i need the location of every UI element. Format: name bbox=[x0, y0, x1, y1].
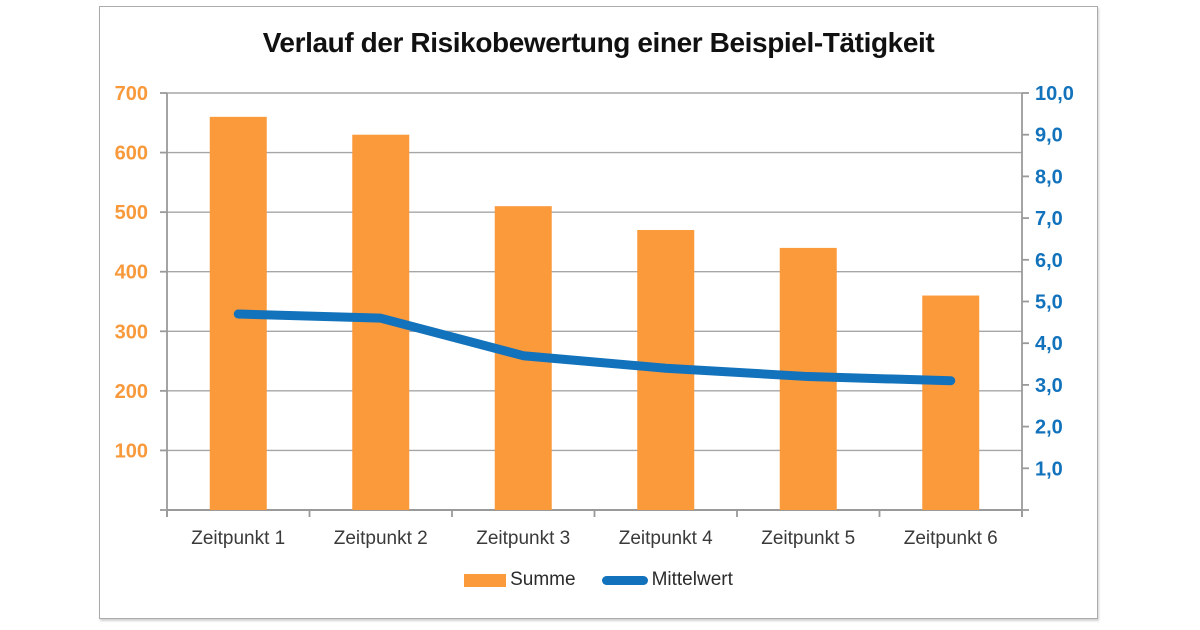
right-axis-tick-label: 5,0 bbox=[1035, 292, 1063, 314]
x-axis-category-label: Zeitpunkt 2 bbox=[334, 528, 428, 549]
left-axis-tick-label: 500 bbox=[115, 202, 148, 224]
legend-item-mittelwert: Mittelwert bbox=[601, 569, 733, 591]
right-axis-tick-label: 6,0 bbox=[1035, 250, 1063, 272]
chart-title: Verlauf der Risikobewertung einer Beispi… bbox=[262, 27, 935, 58]
x-axis-category-label: Zeitpunkt 5 bbox=[761, 528, 855, 549]
right-axis-tick-label: 4,0 bbox=[1035, 333, 1063, 355]
legend-label-mittelwert: Mittelwert bbox=[651, 569, 733, 590]
right-axis-tick-label: 7,0 bbox=[1035, 208, 1063, 230]
legend-label-summe: Summe bbox=[510, 569, 576, 590]
left-axis-tick-label: 300 bbox=[115, 321, 148, 343]
chart-plot-area: 700 600 500 400 300 200 100 10,0 9,0 8,0 7,0 6,0 5,0… bbox=[115, 83, 1074, 549]
left-axis-tick-label: 200 bbox=[115, 381, 148, 403]
right-axis-tick-label: 3,0 bbox=[1035, 375, 1063, 397]
left-axis-tick-label: 700 bbox=[115, 83, 148, 105]
left-axis-tick-label: 400 bbox=[115, 262, 148, 284]
x-axis-category-label: Zeitpunkt 6 bbox=[904, 528, 998, 549]
right-axis-tick-label: 8,0 bbox=[1035, 166, 1063, 188]
x-axis-category-label: Zeitpunkt 3 bbox=[476, 528, 570, 549]
right-axis-tick-label: 10,0 bbox=[1035, 83, 1074, 105]
chart-frame: Verlauf der Risikobewertung einer Beispi… bbox=[99, 6, 1098, 619]
mittelwert-line bbox=[233, 309, 956, 386]
summe-bar-swatch-icon bbox=[464, 573, 507, 587]
left-axis-tick-label: 600 bbox=[115, 143, 148, 165]
x-axis-category-label: Zeitpunkt 1 bbox=[191, 528, 285, 549]
bar-zeitpunkt-6 bbox=[922, 295, 980, 510]
mittelwert-line-swatch-icon bbox=[601, 575, 648, 585]
right-axis-tick-label: 9,0 bbox=[1035, 125, 1063, 147]
left-axis-tick-label: 100 bbox=[115, 440, 148, 462]
right-axis-tick-label: 1,0 bbox=[1035, 458, 1063, 480]
chart-legend: Summe Mittelwert bbox=[100, 569, 1097, 591]
right-axis-tick-label: 2,0 bbox=[1035, 417, 1063, 439]
legend-item-summe: Summe bbox=[464, 569, 576, 591]
x-axis-category-label: Zeitpunkt 4 bbox=[619, 528, 713, 549]
